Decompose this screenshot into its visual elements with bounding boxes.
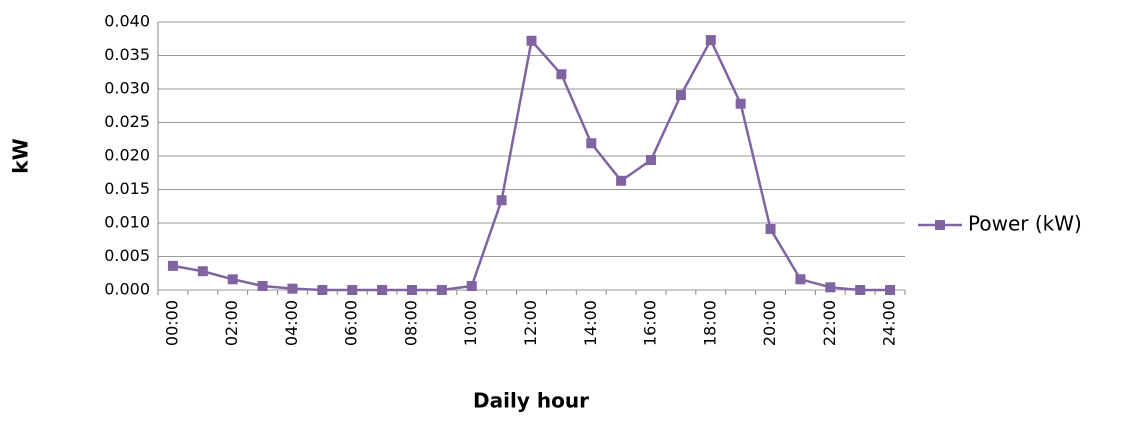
marker <box>556 69 567 80</box>
marker <box>586 138 597 149</box>
y-tick-label: 0.005 <box>104 246 150 265</box>
y-tick-label: 0.025 <box>104 112 150 131</box>
marker <box>466 280 477 291</box>
y-tick-label: 0.020 <box>104 146 150 165</box>
y-tick-label: 0.035 <box>104 45 150 64</box>
marker <box>735 98 746 109</box>
x-tick-label: 06:00 <box>342 300 361 346</box>
marker <box>287 283 298 294</box>
marker <box>855 285 866 295</box>
marker <box>377 285 388 295</box>
marker <box>347 285 358 295</box>
marker <box>167 260 178 271</box>
marker <box>257 280 268 291</box>
marker <box>616 175 627 186</box>
marker <box>436 285 447 295</box>
x-tick-label: 12:00 <box>521 300 540 346</box>
x-tick-label: 22:00 <box>820 300 839 346</box>
marker <box>705 35 716 46</box>
y-tick-label: 0.015 <box>104 179 150 198</box>
x-tick-label: 16:00 <box>641 300 660 346</box>
marker <box>496 195 507 206</box>
x-tick-label: 02:00 <box>222 300 241 346</box>
x-tick-label: 18:00 <box>700 300 719 346</box>
marker <box>227 274 238 285</box>
marker <box>406 285 417 295</box>
x-tick-label: 20:00 <box>760 300 779 346</box>
x-tick-label: 14:00 <box>581 300 600 346</box>
y-axis-title: kW <box>9 138 33 173</box>
marker <box>885 285 896 295</box>
marker <box>825 282 836 293</box>
legend-label: Power (kW) <box>968 212 1082 236</box>
marker <box>646 155 657 166</box>
marker <box>675 90 686 101</box>
marker <box>526 35 537 46</box>
marker <box>197 266 208 277</box>
marker <box>795 274 806 285</box>
x-tick-label: 10:00 <box>461 300 480 346</box>
y-tick-label: 0.010 <box>104 213 150 232</box>
marker <box>317 285 328 295</box>
x-tick-label: 04:00 <box>282 300 301 346</box>
line <box>172 37 891 292</box>
legend-marker <box>935 220 945 230</box>
x-axis-title: Daily hour <box>473 389 589 413</box>
x-tick-label: 08:00 <box>401 300 420 346</box>
x-tick-label: 00:00 <box>162 300 181 346</box>
x-tick-label: 24:00 <box>880 300 899 346</box>
y-tick-label: 0.040 <box>104 12 150 31</box>
marker <box>765 224 776 235</box>
y-tick-label: 0.030 <box>104 79 150 98</box>
y-tick-label: 0.000 <box>104 280 150 299</box>
